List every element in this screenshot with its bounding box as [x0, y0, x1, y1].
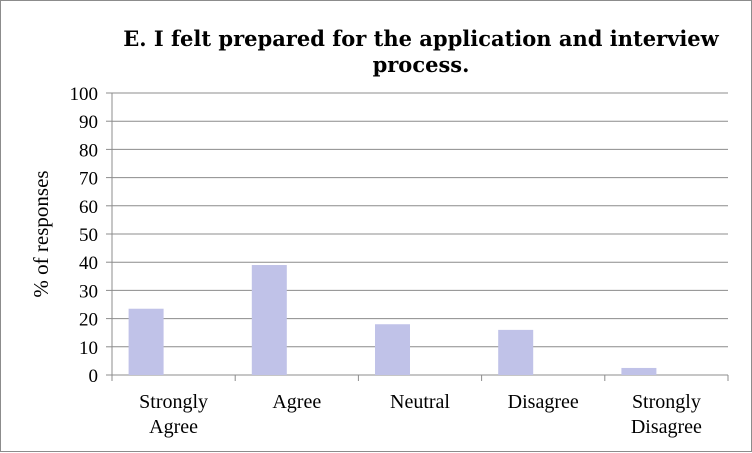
y-tick-label: 80 — [79, 140, 98, 161]
category-label: Disagree — [631, 416, 702, 438]
category-label: Neutral — [390, 391, 450, 413]
category-label: Strongly — [139, 391, 208, 413]
y-tick-label: 40 — [79, 253, 98, 274]
category-label: Agree — [272, 391, 321, 413]
bars — [128, 265, 657, 375]
chart-title-line-1: E. I felt prepared for the application a… — [123, 26, 719, 51]
y-tick-label: 60 — [79, 197, 98, 218]
y-tick-label: 20 — [79, 310, 98, 331]
bar — [251, 265, 287, 375]
y-tick-label: 100 — [70, 84, 99, 105]
bar — [498, 329, 534, 375]
y-tick-label: 90 — [79, 112, 98, 133]
y-tick-label: 50 — [79, 225, 98, 246]
y-tick-label: 70 — [79, 169, 98, 190]
category-labels: Strongly Agree Agree Neutral Disagree Strongl… — [139, 391, 702, 438]
y-tick-labels: 0 10 20 30 40 50 60 70 80 90 100 — [70, 84, 99, 387]
y-tick-label: 30 — [79, 281, 98, 302]
category-label: Strongly — [632, 391, 701, 413]
category-label: Agree — [149, 416, 198, 438]
category-label: Disagree — [508, 391, 579, 413]
y-tick-label: 0 — [89, 366, 99, 387]
y-axis-title: % of responses — [29, 170, 53, 297]
chart-title-line-2: process. — [373, 52, 470, 77]
bar — [375, 324, 410, 375]
bar — [128, 308, 164, 375]
bar — [621, 367, 657, 375]
gridlines — [106, 92, 729, 381]
y-tick-label: 10 — [79, 338, 98, 359]
